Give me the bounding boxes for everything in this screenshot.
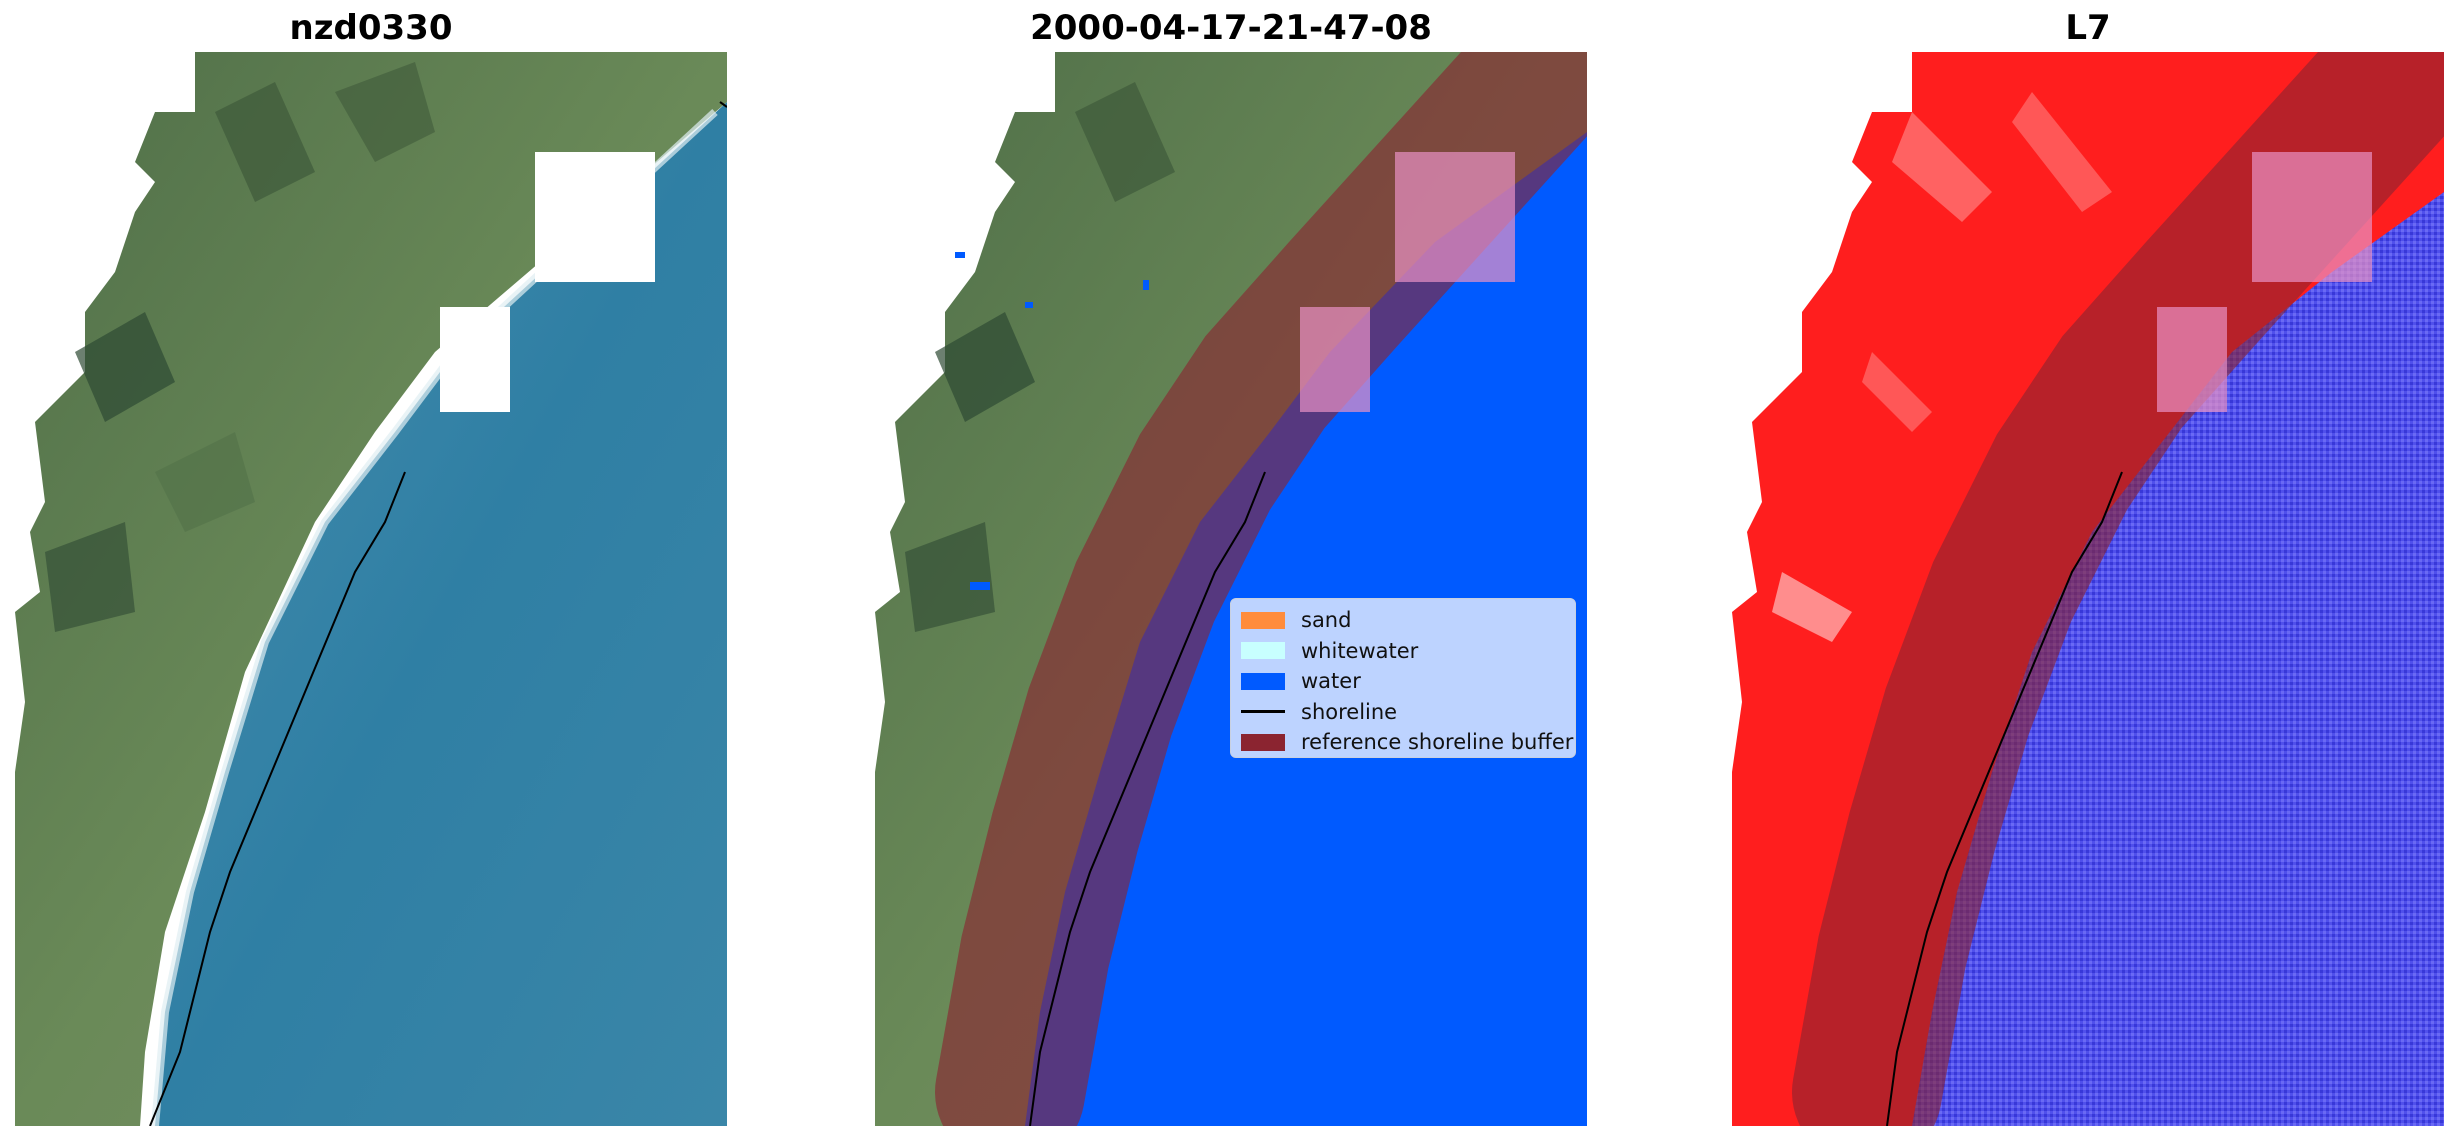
water-index-region <box>1912 192 2444 1126</box>
sand-swatch <box>1241 611 1285 629</box>
index-image <box>1732 52 2444 1126</box>
legend-item-water: water <box>1241 666 1565 697</box>
shoreline <box>1029 471 1266 1126</box>
legend-item-buffer: reference shoreline buffer <box>1241 727 1573 758</box>
shoreline <box>1886 471 2123 1126</box>
panel-title-rgb: nzd0330 <box>289 8 453 48</box>
shoreline-line-swatch <box>1241 710 1285 714</box>
rgb-image <box>15 52 727 1126</box>
legend-item-shoreline: shoreline <box>1241 697 1565 728</box>
land-region <box>15 52 727 1126</box>
water-swatch <box>1241 672 1285 690</box>
legend-label: water <box>1301 669 1361 694</box>
index-image-panel <box>1732 52 2444 1126</box>
classified-image-panel <box>875 52 1587 1126</box>
legend-label: reference shoreline buffer <box>1301 730 1574 755</box>
panel-title-classified: 2000-04-17-21-47-08 <box>1030 8 1432 48</box>
rgb-image-panel <box>15 52 727 1126</box>
buffer-swatch <box>1241 733 1285 751</box>
legend-label: shoreline <box>1301 699 1398 724</box>
legend-item-sand: sand <box>1241 605 1565 636</box>
legend-label: whitewater <box>1301 638 1419 663</box>
whitewater-swatch <box>1241 642 1285 660</box>
legend: sand whitewater water shoreline referenc… <box>1230 598 1576 758</box>
shoreline <box>149 471 406 1126</box>
legend-label: sand <box>1301 608 1352 633</box>
sea-region <box>155 102 727 1126</box>
classified-image <box>875 52 1587 1126</box>
legend-item-whitewater: whitewater <box>1241 636 1565 667</box>
panel-title-index: L7 <box>2065 8 2111 48</box>
